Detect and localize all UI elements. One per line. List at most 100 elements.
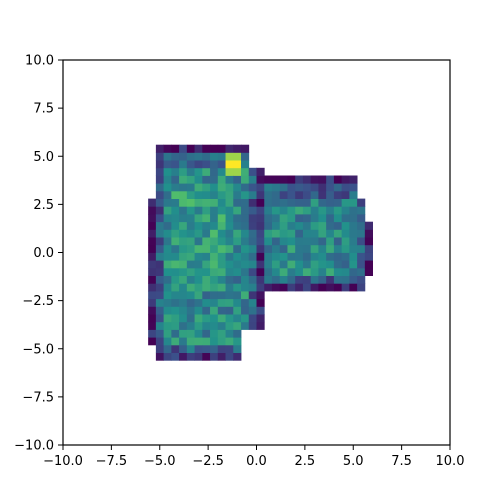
heatmap-cell <box>210 283 219 292</box>
heatmap-cell <box>186 190 195 199</box>
heatmap-cell <box>357 229 366 238</box>
heatmap-cell <box>186 298 195 307</box>
heatmap-cell <box>225 206 234 215</box>
heatmap-cell <box>241 198 250 207</box>
heatmap-cell <box>364 244 373 253</box>
heatmap-cell <box>194 252 203 261</box>
heatmap-cell <box>233 214 242 223</box>
heatmap-cell <box>186 260 195 269</box>
heatmap-cell <box>148 267 157 276</box>
heatmap-cell <box>155 291 165 300</box>
heatmap-cell <box>179 160 188 169</box>
heatmap-cell <box>217 152 226 161</box>
heatmap-cell <box>241 237 250 246</box>
heatmap-cell <box>349 206 358 215</box>
heatmap-cell <box>186 344 195 353</box>
heatmap-cell <box>186 144 195 153</box>
heatmap-cell <box>217 183 226 192</box>
heatmap-cell <box>310 237 319 246</box>
heatmap-cell <box>349 267 358 276</box>
heatmap-cell <box>225 167 234 176</box>
heatmap-cell <box>194 291 203 300</box>
heatmap-cell <box>225 260 234 269</box>
heatmap-cell <box>155 321 165 330</box>
heatmap-cell <box>349 183 358 192</box>
heatmap-cell <box>210 214 219 223</box>
heatmap-cell <box>341 183 350 192</box>
heatmap-cell <box>194 344 203 353</box>
heatmap-cell <box>241 206 250 215</box>
heatmap-cell <box>279 175 288 184</box>
heatmap-cell <box>225 183 234 192</box>
heatmap-cell <box>310 190 319 199</box>
heatmap-cell <box>155 314 165 323</box>
heatmap-cell <box>233 352 242 361</box>
heatmap-cell <box>155 214 165 223</box>
heatmap-cell <box>349 190 358 199</box>
heatmap-cell <box>233 306 242 315</box>
heatmap-cell <box>233 298 242 307</box>
y-tick-label: 5.0 <box>33 150 54 165</box>
heatmap-cell <box>171 190 180 199</box>
heatmap-cell <box>225 229 234 238</box>
heatmap-cell <box>264 175 273 184</box>
heatmap-cell <box>233 252 242 261</box>
x-tick-label: 2.5 <box>295 454 316 469</box>
heatmap-cell <box>271 183 281 192</box>
heatmap-cell <box>295 175 304 184</box>
heatmap-cell <box>148 283 157 292</box>
heatmap-cell <box>333 175 343 184</box>
x-tick-label: −7.5 <box>96 454 128 469</box>
heatmap-cell <box>279 275 288 284</box>
heatmap-cell <box>217 283 226 292</box>
heatmap-cell <box>163 337 172 346</box>
heatmap-cell <box>248 298 257 307</box>
heatmap-cell <box>202 344 211 353</box>
heatmap-cell <box>202 267 211 276</box>
heatmap-cell <box>163 298 172 307</box>
heatmap-cell <box>264 206 273 215</box>
heatmap-cell <box>318 252 327 261</box>
x-tick-label: 7.5 <box>391 454 412 469</box>
heatmap-cell <box>357 206 366 215</box>
heatmap-cell <box>341 252 350 261</box>
heatmap-cell <box>326 190 335 199</box>
heatmap-cell <box>364 267 373 276</box>
heatmap-cell <box>318 198 327 207</box>
heatmap-cell <box>202 229 211 238</box>
heatmap-cell <box>256 306 265 315</box>
heatmap-cell <box>233 314 242 323</box>
heatmap-cell <box>171 214 180 223</box>
heatmap-cell <box>318 283 327 292</box>
heatmap-cell <box>302 275 312 284</box>
heatmap-cell <box>271 252 281 261</box>
heatmap-cell <box>264 267 273 276</box>
heatmap-cell <box>318 229 327 238</box>
heatmap-cell <box>310 275 319 284</box>
x-tick-label: −2.5 <box>192 454 224 469</box>
x-tick-label: 5.0 <box>343 454 364 469</box>
heatmap-cell <box>271 175 281 184</box>
heatmap-cell <box>248 291 257 300</box>
heatmap-cell <box>271 214 281 223</box>
heatmap-cell <box>302 260 312 269</box>
heatmap-cell <box>357 267 366 276</box>
heatmap-cell <box>171 267 180 276</box>
heatmap-cell <box>295 214 304 223</box>
heatmap-cell <box>217 329 226 338</box>
heatmap-cell <box>225 190 234 199</box>
heatmap-cell <box>179 175 188 184</box>
heatmap-cell <box>295 183 304 192</box>
heatmap-cell <box>171 275 180 284</box>
heatmap-cell <box>256 198 265 207</box>
heatmap-cell <box>279 244 288 253</box>
heatmap-cell <box>341 229 350 238</box>
heatmap-cell <box>256 183 265 192</box>
heatmap-cell <box>295 283 304 292</box>
heatmap-cell <box>163 198 172 207</box>
heatmap-cell <box>357 237 366 246</box>
heatmap-cell <box>233 321 242 330</box>
heatmap-cell <box>179 306 188 315</box>
heatmap-cell <box>210 152 219 161</box>
heatmap-cell <box>202 152 211 161</box>
